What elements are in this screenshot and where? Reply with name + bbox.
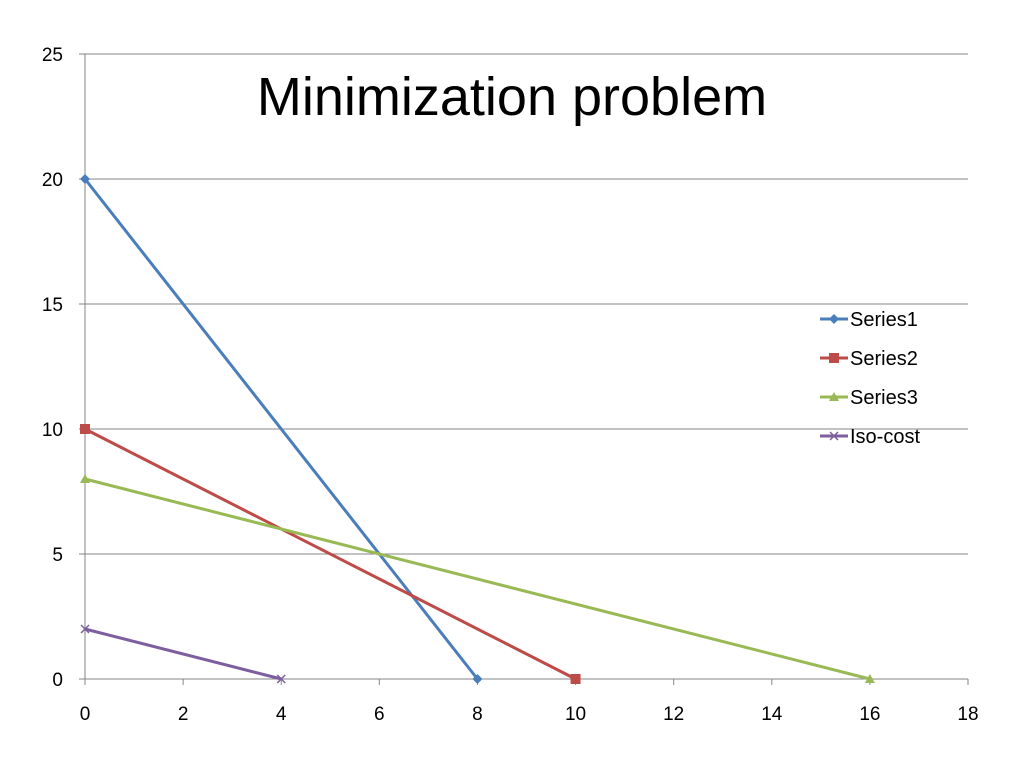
x-tick-label-10: 10	[565, 704, 586, 725]
y-tick-label-10: 10	[42, 420, 63, 441]
y-tick-label-15: 15	[42, 295, 63, 316]
legend: Series1 Series2 Series3 Iso-cost	[820, 309, 920, 448]
gridlines	[85, 53, 968, 555]
x-tick-label-2: 2	[178, 704, 189, 725]
legend-item-iso-cost: Iso-cost	[820, 426, 920, 448]
x-tick-label-8: 8	[472, 704, 483, 725]
x-tick-label-14: 14	[761, 704, 783, 725]
series-line-series2	[84, 427, 577, 681]
x-tick-label-16: 16	[859, 704, 880, 725]
y-tick-label-5: 5	[52, 545, 63, 566]
series-line-iso-cost	[84, 627, 282, 681]
data-point-series2-1	[570, 674, 581, 684]
y-tick-label-0: 0	[52, 670, 63, 691]
y-tick-label-25: 25	[42, 45, 63, 66]
data-point-iso-cost-1	[276, 674, 286, 684]
data-point-iso-cost-0-b	[80, 624, 90, 634]
data-point-iso-cost-1-b	[276, 674, 286, 684]
data-point-series1-1	[472, 674, 483, 684]
y-tick-label-20: 20	[42, 170, 63, 191]
x-tick-label-4: 4	[276, 704, 287, 725]
data-point-series3-1	[864, 674, 875, 683]
legend-label-series1: Series1	[850, 309, 918, 331]
legend-item-series3: Series3	[820, 387, 918, 409]
data-point-iso-cost-0	[80, 624, 90, 634]
legend-label-iso-cost: Iso-cost	[850, 426, 920, 448]
x-tick-label-6: 6	[374, 704, 385, 725]
legend-marker-iso-cost	[829, 431, 839, 441]
tick-labels: 0 5 10 15 20 25 0 2 4 6 8 10 12 14 16 18	[42, 45, 979, 725]
legend-marker-series1	[829, 314, 839, 324]
legend-label-series3: Series3	[850, 387, 918, 409]
series-lines	[80, 174, 875, 684]
data-point-series3-0	[80, 474, 90, 483]
data-point-series1-0	[80, 174, 90, 184]
legend-marker-series3	[829, 392, 839, 401]
chart-title: Minimization problem	[257, 67, 767, 127]
legend-marker-iso-cost-b	[829, 431, 839, 441]
legend-item-series1: Series1	[820, 309, 918, 331]
series-line-series3	[84, 477, 871, 681]
x-tick-label-0: 0	[80, 704, 91, 725]
legend-marker-series2	[829, 353, 839, 363]
legend-item-series2: Series2	[820, 348, 918, 370]
x-tick-label-12: 12	[663, 704, 684, 725]
legend-label-series2: Series2	[850, 348, 918, 370]
data-point-series2-0	[80, 424, 90, 434]
x-tick-label-18: 18	[957, 704, 978, 725]
